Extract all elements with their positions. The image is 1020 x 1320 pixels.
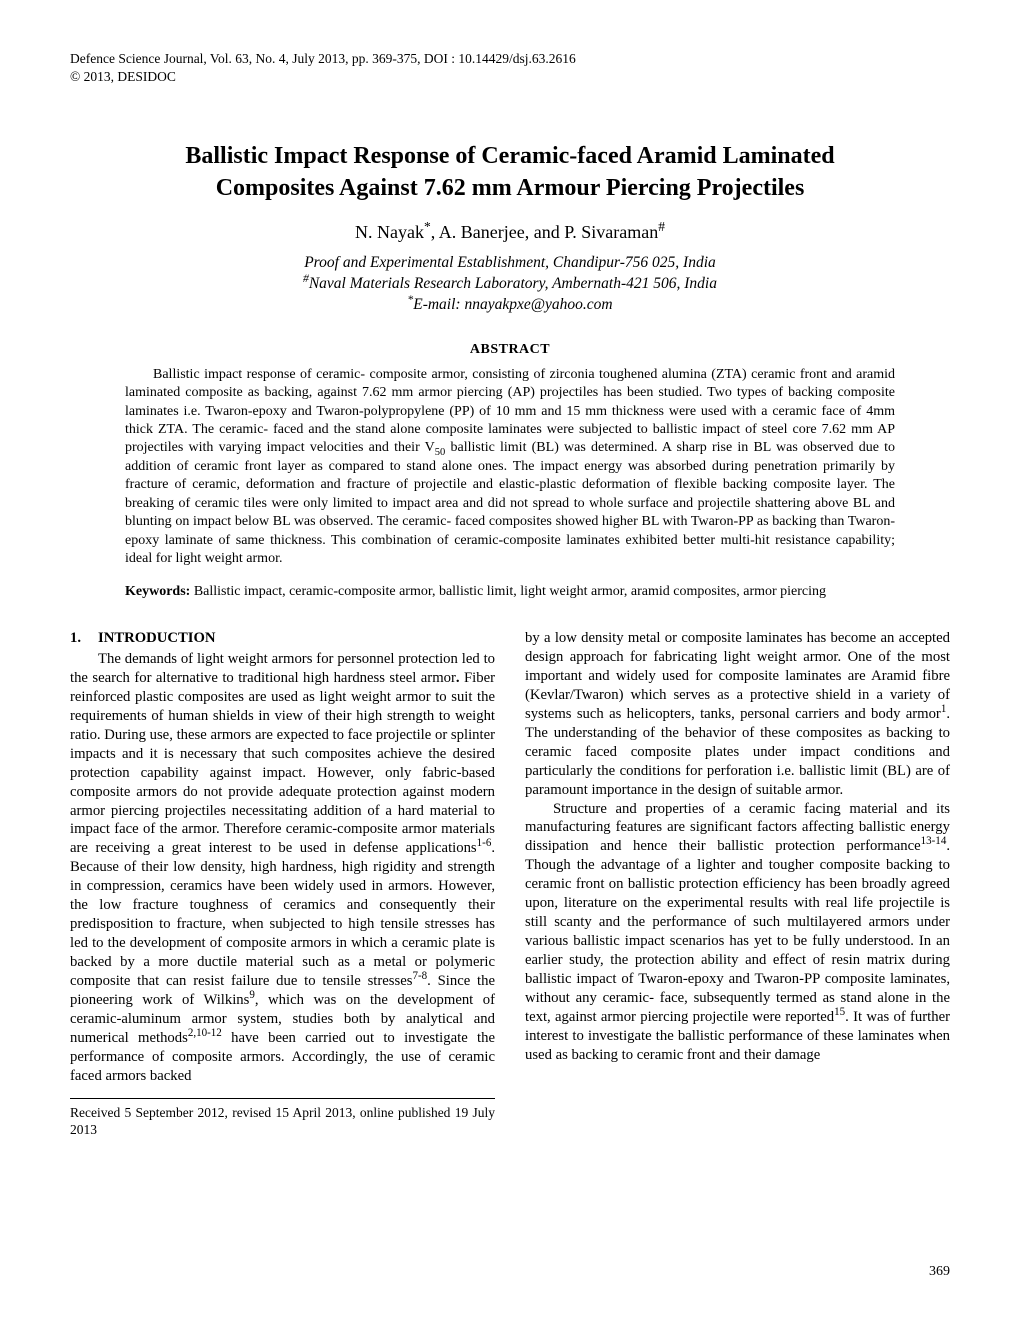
footer-rule bbox=[70, 1098, 495, 1099]
affiliation-1: Proof and Experimental Establishment, Ch… bbox=[70, 253, 950, 274]
page-number: 369 bbox=[929, 1264, 950, 1280]
section-1-heading: 1.INTRODUCTION bbox=[70, 629, 495, 648]
affiliations: Proof and Experimental Establishment, Ch… bbox=[70, 253, 950, 316]
section-1-title: INTRODUCTION bbox=[98, 630, 216, 646]
abstract-body: Ballistic impact response of ceramic- co… bbox=[125, 366, 895, 569]
corresponding-email: *E-mail: nnayakpxe@yahoo.com bbox=[70, 295, 950, 316]
paper-title: Ballistic Impact Response of Ceramic-fac… bbox=[70, 141, 950, 203]
keywords: Keywords: Ballistic impact, ceramic-comp… bbox=[125, 583, 895, 601]
section-1-right-para-2: Structure and properties of a ceramic fa… bbox=[525, 800, 950, 1065]
section-1-number: 1. bbox=[70, 629, 98, 648]
affiliation-2: #Naval Materials Research Laboratory, Am… bbox=[70, 274, 950, 295]
keywords-label: Keywords: bbox=[125, 584, 190, 599]
column-right: by a low density metal or composite lami… bbox=[525, 629, 950, 1139]
abstract-heading: ABSTRACT bbox=[70, 342, 950, 358]
section-1-right-para-1: by a low density metal or composite lami… bbox=[525, 629, 950, 800]
authors: N. Nayak*, A. Banerjee, and P. Sivaraman… bbox=[70, 222, 950, 243]
column-left: 1.INTRODUCTION The demands of light weig… bbox=[70, 629, 495, 1139]
journal-line-1: Defence Science Journal, Vol. 63, No. 4,… bbox=[70, 50, 950, 68]
page: Defence Science Journal, Vol. 63, No. 4,… bbox=[0, 0, 1020, 1320]
section-1-left-para: The demands of light weight armors for p… bbox=[70, 650, 495, 1086]
received-line: Received 5 September 2012, revised 15 Ap… bbox=[70, 1104, 495, 1139]
title-line-1: Ballistic Impact Response of Ceramic-fac… bbox=[185, 143, 834, 169]
journal-line-2: © 2013, DESIDOC bbox=[70, 68, 950, 86]
title-line-2: Composites Against 7.62 mm Armour Pierci… bbox=[216, 175, 805, 201]
keywords-text: Ballistic impact, ceramic-composite armo… bbox=[190, 584, 826, 599]
journal-meta: Defence Science Journal, Vol. 63, No. 4,… bbox=[70, 50, 950, 86]
body-columns: 1.INTRODUCTION The demands of light weig… bbox=[70, 629, 950, 1139]
